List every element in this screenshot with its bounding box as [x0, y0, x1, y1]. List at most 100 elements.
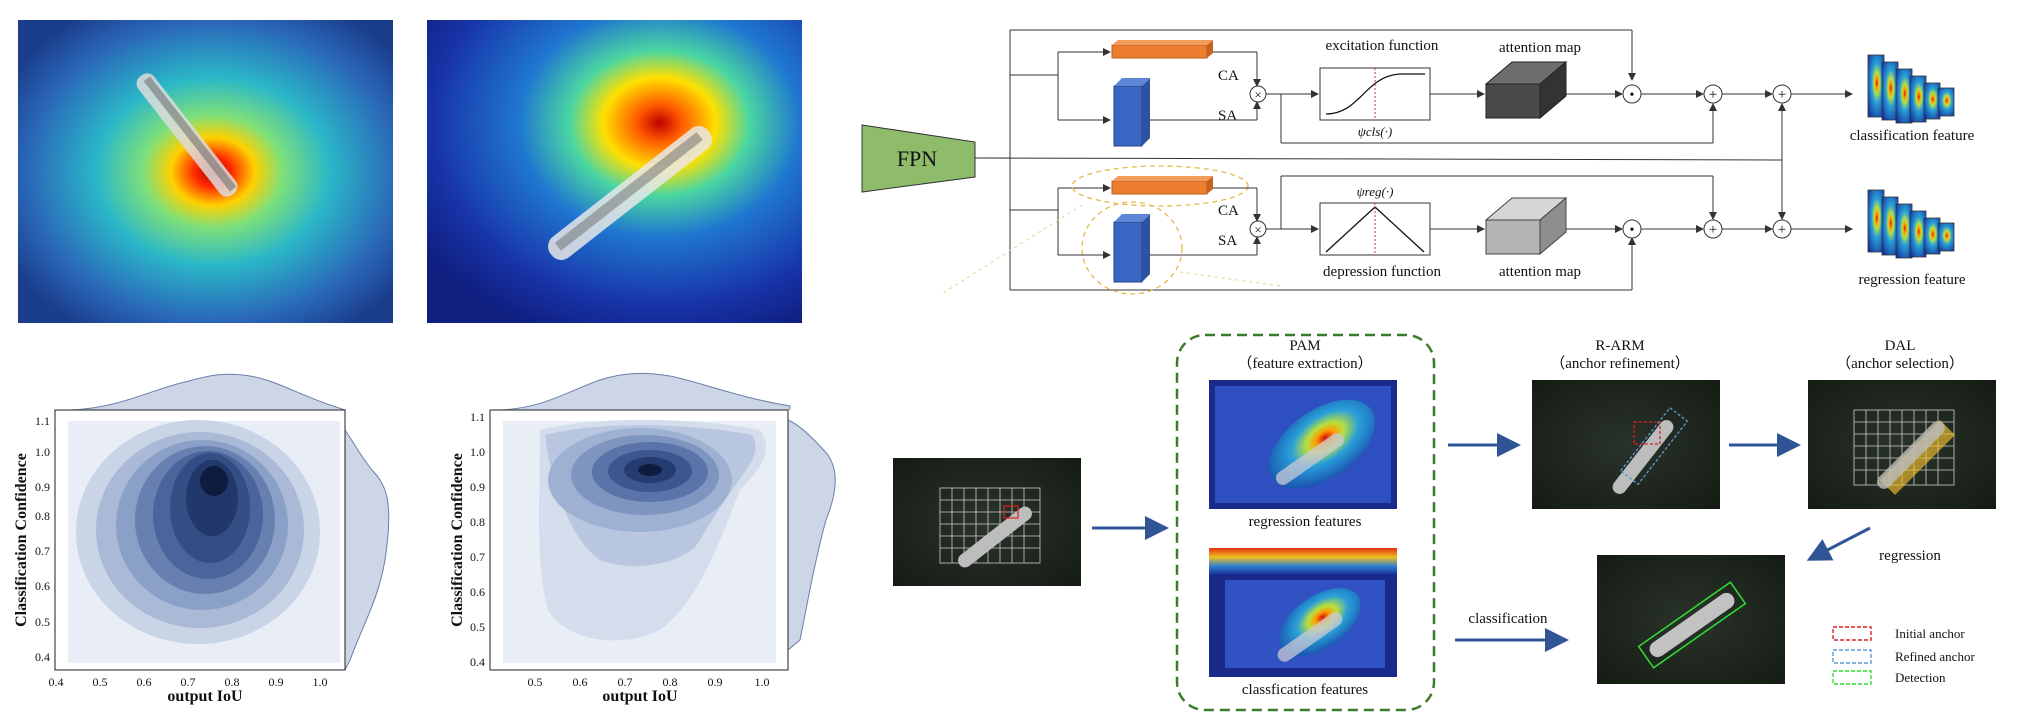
svg-text:0.4: 0.4	[35, 650, 50, 664]
svg-text:0.8: 0.8	[663, 675, 678, 689]
marginal-y-density	[787, 419, 836, 652]
x-axis-label: output IoU	[167, 688, 243, 705]
svg-text:0.9: 0.9	[35, 480, 50, 494]
fpn-label: FPN	[897, 146, 937, 171]
psi-reg-label: ψreg(·)	[1357, 184, 1394, 199]
legend-swatch-detection	[1832, 670, 1872, 685]
marginal-x-density	[69, 373, 346, 411]
classification-features-image	[1209, 548, 1397, 677]
pam-title: PAM	[1289, 338, 1320, 354]
svg-text:+: +	[1709, 87, 1717, 103]
classification-arrow-label: classification	[1468, 611, 1548, 627]
legend-label-initial: Initial anchor	[1895, 626, 1965, 641]
svg-text:0.7: 0.7	[470, 550, 485, 564]
heatmap-left	[18, 20, 393, 323]
svg-text:0.8: 0.8	[35, 509, 50, 523]
regression-feature-label: regression feature	[1858, 272, 1965, 288]
ca-block-bottom	[1111, 180, 1208, 195]
rarm-subtitle: （anchor refinement）	[1550, 355, 1690, 372]
network-diagram: FPN CA SA × excitation function	[861, 29, 1975, 296]
legend-swatch-refined	[1832, 649, 1872, 664]
classification-feature-stack	[1867, 54, 1955, 124]
ship-silhouette	[548, 126, 712, 260]
svg-text:0.6: 0.6	[573, 675, 588, 689]
svg-text:×: ×	[1254, 87, 1261, 102]
fpn-block	[861, 124, 976, 193]
svg-text:0.6: 0.6	[137, 675, 152, 689]
svg-text:1.0: 1.0	[755, 675, 770, 689]
svg-text:0.5: 0.5	[528, 675, 543, 689]
ca-highlight	[1071, 165, 1249, 207]
classification-features-label: classfication features	[1242, 682, 1368, 698]
svg-text:0.5: 0.5	[93, 675, 108, 689]
input-image	[893, 458, 1081, 586]
svg-text:+: +	[1778, 87, 1786, 103]
sa-label-bottom: SA	[1218, 233, 1237, 249]
dal-title: DAL	[1885, 338, 1916, 354]
rarm-image	[1532, 380, 1720, 509]
pam-box	[1175, 333, 1436, 712]
legend-swatch-initial	[1832, 626, 1872, 641]
svg-text:•: •	[1630, 223, 1635, 238]
marginal-y-density	[344, 428, 390, 671]
svg-text:0.6: 0.6	[470, 585, 485, 599]
kde-plot-1: output IoU Classification Confidence 0.4…	[13, 373, 390, 705]
pam-subtitle: （feature extraction）	[1237, 355, 1372, 372]
svg-text:0.9: 0.9	[470, 480, 485, 494]
attention-map-top	[1484, 60, 1568, 120]
regression-features-image	[1209, 380, 1397, 509]
regression-feature-stack	[1867, 189, 1955, 259]
svg-text:0.6: 0.6	[35, 579, 50, 593]
svg-text:0.7: 0.7	[35, 544, 50, 558]
legend-label-detection: Detection	[1895, 670, 1946, 685]
legend-label-refined: Refined anchor	[1895, 649, 1975, 664]
svg-text:0.8: 0.8	[225, 675, 240, 689]
svg-text:+: +	[1709, 222, 1717, 238]
x-tick-labels: 0.5 0.6 0.7 0.8 0.9 1.0	[528, 675, 770, 689]
svg-text:0.8: 0.8	[470, 515, 485, 529]
attention-map-bottom	[1484, 196, 1568, 256]
ca-label-top: CA	[1218, 68, 1239, 84]
y-axis-label: Classification Confidence	[13, 453, 30, 627]
svg-text:0.7: 0.7	[181, 675, 196, 689]
svg-text:0.9: 0.9	[708, 675, 723, 689]
excitation-label: excitation function	[1326, 38, 1439, 54]
svg-text:1.1: 1.1	[35, 414, 50, 428]
svg-text:0.4: 0.4	[49, 675, 64, 689]
svg-text:0.4: 0.4	[470, 655, 485, 669]
sigmoid-curve	[1325, 73, 1425, 115]
kde-plot-2: output IoU Classification Confidence 0.5…	[449, 372, 836, 705]
marginal-x-density	[499, 372, 791, 411]
svg-text:0.9: 0.9	[269, 675, 284, 689]
svg-text:0.7: 0.7	[618, 675, 633, 689]
svg-text:1.1: 1.1	[470, 410, 485, 424]
svg-text:0.5: 0.5	[470, 620, 485, 634]
y-axis-label: Classification Confidence	[449, 453, 466, 627]
sa-block-bottom	[1113, 221, 1143, 283]
svg-text:•: •	[1630, 88, 1635, 103]
sa-highlight	[1081, 201, 1183, 295]
svg-text:1.0: 1.0	[35, 445, 50, 459]
ship-silhouette	[136, 73, 238, 197]
attention-map-label-top: attention map	[1499, 40, 1581, 56]
depression-label: depression function	[1323, 264, 1441, 280]
dal-image	[1808, 380, 1996, 509]
svg-text:×: ×	[1254, 222, 1261, 237]
svg-text:0.5: 0.5	[35, 615, 50, 629]
svg-text:+: +	[1778, 222, 1786, 238]
regression-arrow-label: regression	[1879, 548, 1941, 564]
heatmap-right	[427, 20, 802, 323]
svg-text:1.0: 1.0	[313, 675, 328, 689]
legend: Initial anchor Refined anchor Detection	[1832, 626, 1975, 685]
y-tick-labels: 0.4 0.5 0.6 0.7 0.8 0.9 1.0 1.1	[470, 410, 485, 669]
ca-label-bottom: CA	[1218, 203, 1239, 219]
attention-map-label-bottom: attention map	[1499, 264, 1581, 280]
detection-image	[1597, 555, 1785, 684]
psi-cls-label: ψcls(·)	[1358, 124, 1392, 139]
y-tick-labels: 0.4 0.5 0.6 0.7 0.8 0.9 1.0 1.1	[35, 414, 50, 664]
arrow-regression	[1806, 526, 1871, 561]
x-axis-label: output IoU	[602, 688, 678, 705]
sa-block-top	[1113, 85, 1143, 147]
pipeline: PAM （feature extraction） regression feat…	[893, 333, 1996, 712]
dal-subtitle: （anchor selection）	[1836, 355, 1964, 372]
